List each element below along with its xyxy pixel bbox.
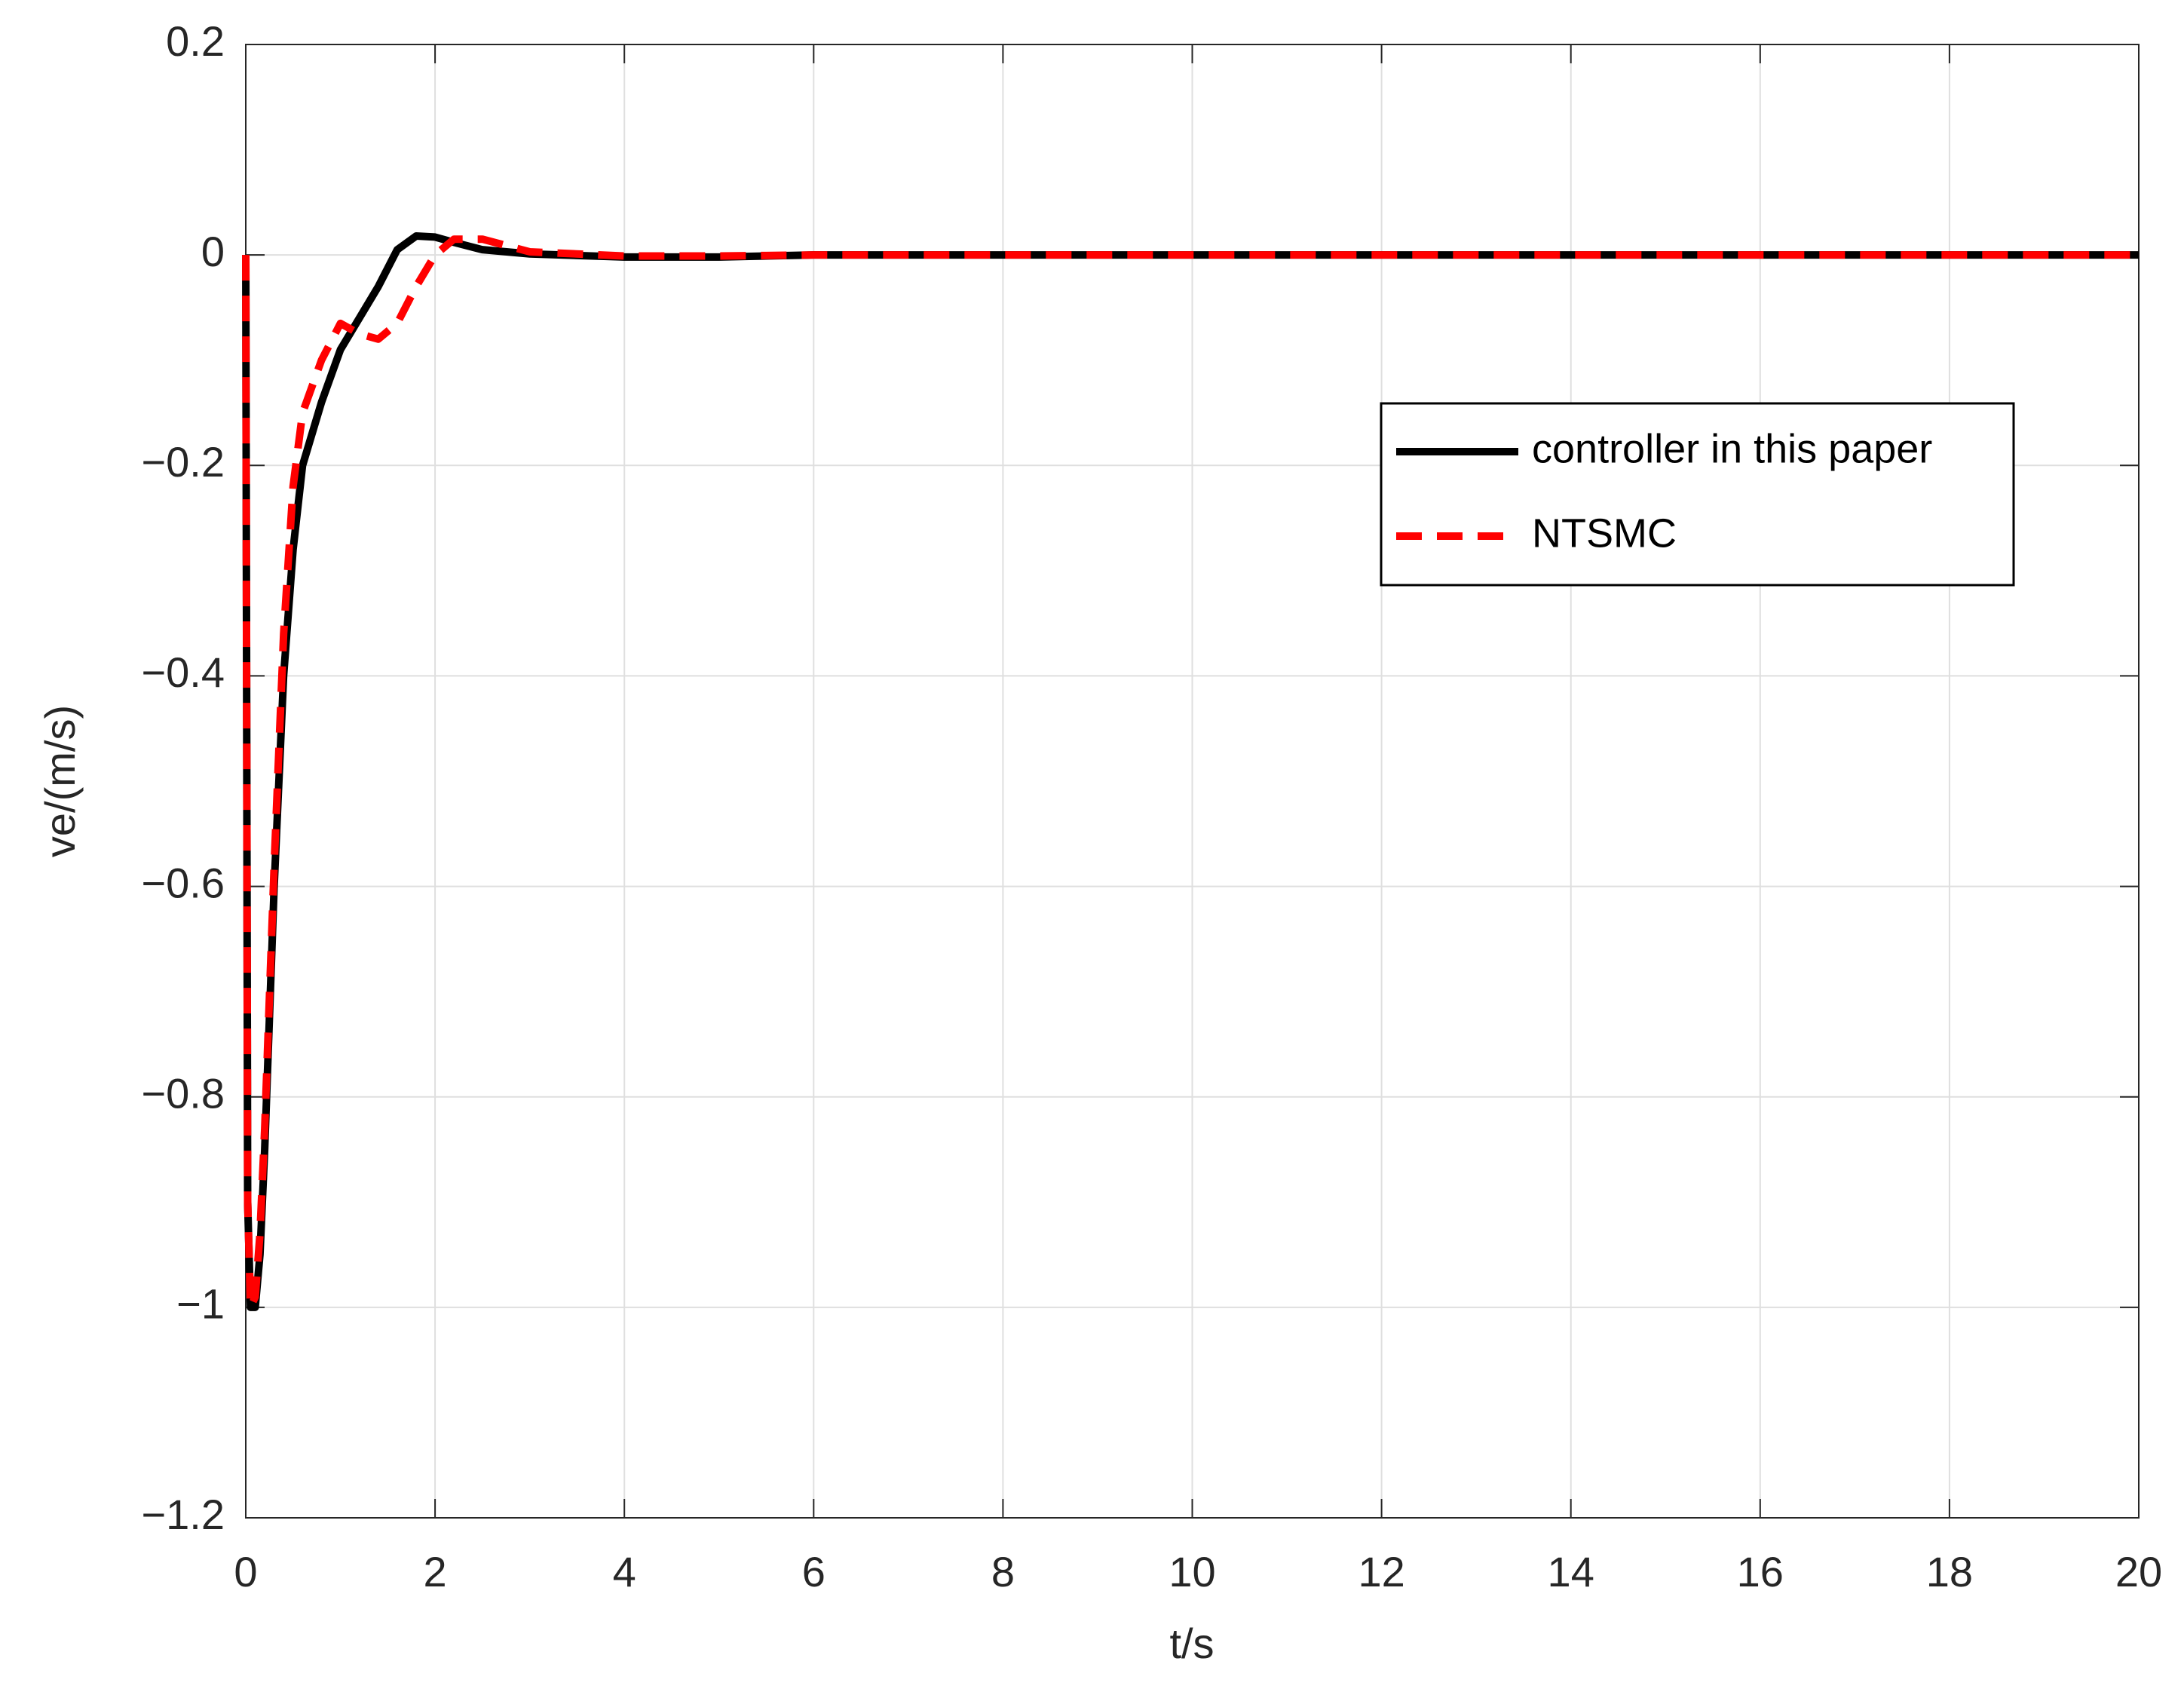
- x-tick-label: 4: [613, 1548, 636, 1595]
- x-axis-label: t/s: [1169, 1620, 1214, 1667]
- y-tick-label: −0.8: [141, 1070, 225, 1117]
- y-axis-label: ve/(m/s): [36, 705, 84, 857]
- x-tick-label: 18: [1926, 1548, 1973, 1595]
- legend-label: controller in this paper: [1532, 426, 1932, 471]
- y-tick-label: −0.2: [141, 438, 225, 486]
- x-tick-label: 12: [1358, 1548, 1404, 1595]
- y-tick-label: 0.2: [166, 17, 225, 65]
- x-tick-label: 6: [802, 1548, 826, 1595]
- x-tick-label: 2: [424, 1548, 447, 1595]
- y-tick-label: −1: [176, 1280, 225, 1328]
- x-tick-label: 8: [991, 1548, 1015, 1595]
- legend-label: NTSMC: [1532, 510, 1677, 556]
- x-tick-label: 10: [1169, 1548, 1215, 1595]
- y-tick-label: −1.2: [141, 1491, 225, 1538]
- x-tick-label: 20: [2115, 1548, 2162, 1595]
- y-tick-label: −0.6: [141, 859, 225, 906]
- legend-box: [1380, 402, 2015, 587]
- x-tick-label: 0: [234, 1548, 257, 1595]
- y-tick-label: −0.4: [141, 648, 225, 696]
- data-line: [242, 235, 2139, 1311]
- x-tick-label: 14: [1548, 1548, 1594, 1595]
- x-tick-label: 16: [1737, 1548, 1784, 1595]
- y-tick-label: 0: [201, 228, 225, 275]
